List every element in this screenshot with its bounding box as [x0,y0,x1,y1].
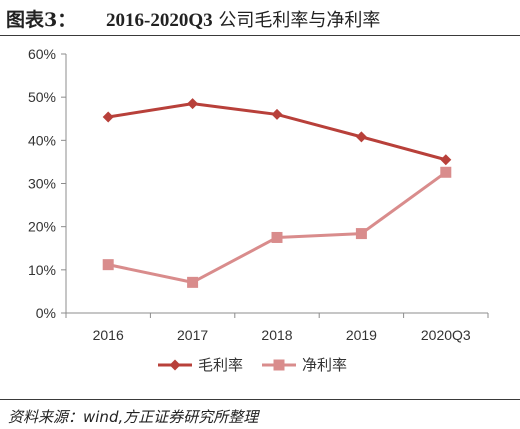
data-point [187,98,199,110]
legend-label: 毛利率 [198,356,243,374]
x-tick-label: 2017 [177,327,208,343]
series-line [107,171,447,284]
x-tick-label: 2020Q3 [421,327,471,343]
series-layer [102,98,452,288]
data-point [102,259,114,271]
x-tick-label: 2019 [346,327,377,343]
line-chart: 0% 10% 20% 30% 40% 50% 60% 2016 2017 2018 2019 202… [28,46,489,374]
y-tick-label: 20% [28,219,56,235]
figure-title-text: 公司毛利率与净利率 [212,10,381,31]
legend-item-2: 净利率 [262,356,347,374]
x-axis: 2016 2017 2018 2019 2020Q3 [65,312,489,343]
data-point [440,166,452,178]
legend-swatch-marker [169,359,181,371]
data-point [355,228,367,240]
y-tick-label: 40% [28,132,56,148]
data-point [271,108,283,120]
legend: 毛利率 净利率 [158,356,347,374]
legend-label: 净利率 [302,356,347,374]
y-tick-label: 50% [28,89,56,105]
data-point [102,111,114,123]
data-point [271,231,283,243]
legend-item-1: 毛利率 [158,356,243,374]
source-note: 资料来源：wind,方正证券研究所整理 [0,399,520,429]
y-tick-label: 60% [28,46,56,62]
x-tick-label: 2018 [261,327,292,343]
source-text: 资料来源：wind,方正证券研究所整理 [8,408,259,426]
y-axis: 0% 10% 20% 30% 40% 50% 60% [28,46,67,321]
data-point [440,154,452,166]
figure-title: 2016-2020Q3 公司毛利率与净利率 [106,6,380,32]
y-tick-label: 0% [36,305,56,321]
y-tick-label: 10% [28,262,56,278]
figure-title-range: 2016-2020Q3 [106,10,213,31]
series-2 [102,166,452,288]
y-tick-label: 30% [28,176,56,192]
figure-header: 图表3： 2016-2020Q3 公司毛利率与净利率 [0,0,520,36]
figure-label: 图表3： [6,9,77,31]
data-point [187,276,199,288]
data-point [355,131,367,143]
legend-swatch-marker [273,359,285,371]
x-tick-label: 2016 [93,327,124,343]
series-1 [102,98,452,166]
